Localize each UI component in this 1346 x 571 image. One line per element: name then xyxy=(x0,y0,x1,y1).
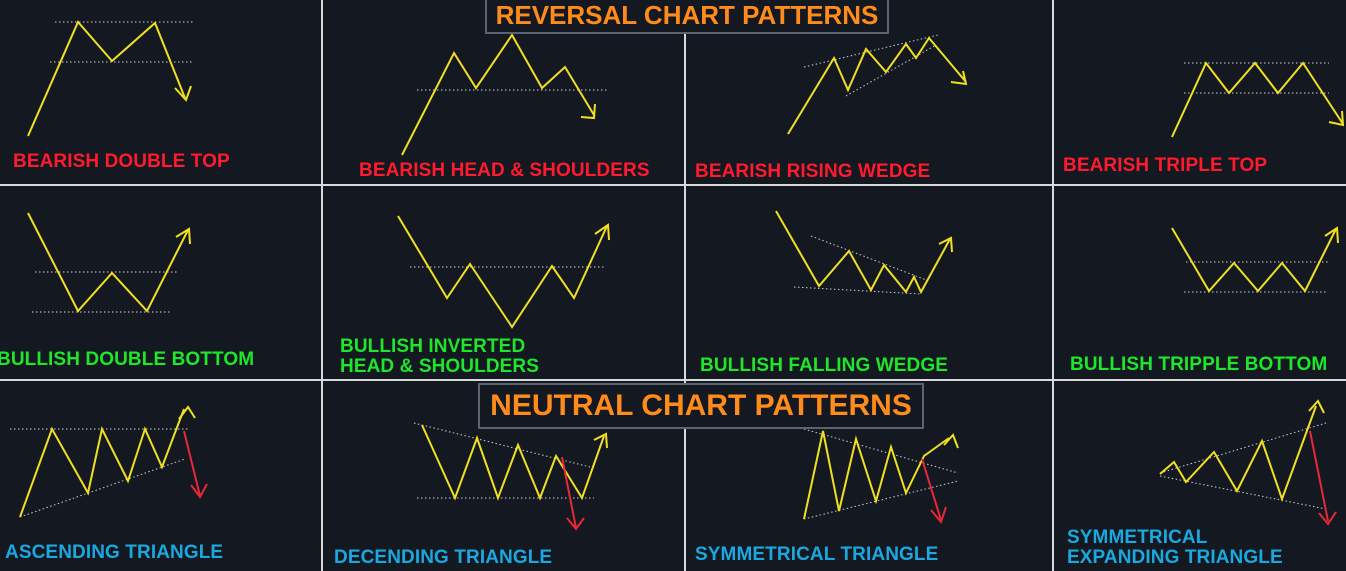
breakdown-arrow xyxy=(1318,511,1337,526)
symmetrical-expanding-triangle-sketch xyxy=(1159,399,1337,526)
pattern-label-bullish-double-bottom: BULLISH DOUBLE BOTTOM xyxy=(0,349,255,370)
pattern-label-bullish-inverted-head-shoulders: BULLISH INVERTED HEAD & SHOULDERS xyxy=(340,336,540,377)
breakdown-arrow xyxy=(566,517,585,531)
pattern-label-bearish-rising-wedge: BEARISH RISING WEDGE xyxy=(695,161,931,182)
pattern-cell-symmetrical-expanding-triangle: SYMMETRICAL EXPANDING TRIANGLE xyxy=(1054,381,1346,571)
price-path-line xyxy=(1159,405,1317,502)
dotted-guide-line xyxy=(810,235,930,282)
price-path-line xyxy=(1328,110,1345,127)
pattern-label-ascending-triangle: ASCENDING TRIANGLE xyxy=(5,542,224,563)
pattern-cell-bullish-double-bottom: BULLISH DOUBLE BOTTOM xyxy=(0,186,320,378)
dotted-guide-line xyxy=(803,428,959,474)
price-path-line xyxy=(178,405,196,420)
pattern-label-bearish-triple-top: BEARISH TRIPLE TOP xyxy=(1063,155,1268,176)
price-path-line xyxy=(950,70,968,86)
pattern-cell-bullish-falling-wedge: BULLISH FALLING WEDGE xyxy=(686,186,1052,378)
decending-triangle-sketch xyxy=(413,422,608,531)
pattern-cell-bearish-triple-top: BEARISH TRIPLE TOP xyxy=(1054,0,1346,183)
price-path-line xyxy=(27,20,186,137)
price-path-line xyxy=(19,408,185,518)
pattern-cell-bearish-double-top: BEARISH DOUBLE TOP xyxy=(0,0,320,183)
price-path-line xyxy=(775,210,951,295)
breakdown-arrow xyxy=(183,430,201,497)
pattern-label-symmetrical-expanding-triangle: SYMMETRICAL EXPANDING TRIANGLE xyxy=(1067,527,1283,568)
bearish-rising-wedge-sketch xyxy=(787,34,968,135)
grid-divider-vertical xyxy=(321,0,323,571)
neutral-patterns-banner: NEUTRAL CHART PATTERNS xyxy=(478,383,924,429)
price-path-line xyxy=(938,236,953,253)
grid-divider-horizontal xyxy=(0,184,1346,186)
pattern-label-bullish-falling-wedge: BULLISH FALLING WEDGE xyxy=(700,355,949,376)
bullish-tripple-bottom-sketch xyxy=(1171,226,1339,293)
price-path-line xyxy=(174,85,192,102)
bullish-inverted-head-shoulders-sketch xyxy=(397,215,610,329)
price-path-line xyxy=(397,215,608,329)
price-path-line xyxy=(27,212,189,313)
grid-divider-horizontal xyxy=(0,379,1346,381)
pattern-label-bearish-double-top: BEARISH DOUBLE TOP xyxy=(13,151,230,172)
breakdown-arrow xyxy=(190,483,208,499)
breakdown-arrow xyxy=(561,456,577,529)
pattern-cell-symmetrical-triangle: SYMMETRICAL TRIANGLE xyxy=(686,381,1052,571)
dotted-guide-line xyxy=(19,458,186,518)
pattern-label-bullish-tripple-bottom: BULLISH TRIPPLE BOTTOM xyxy=(1070,354,1328,375)
bullish-falling-wedge-sketch xyxy=(775,210,953,295)
price-path-line xyxy=(593,432,608,449)
dotted-guide-line xyxy=(1159,422,1327,474)
pattern-label-bearish-head-shoulders: BEARISH HEAD & SHOULDERS xyxy=(359,160,650,181)
dotted-guide-line xyxy=(803,480,959,520)
pattern-cell-ascending-triangle: ASCENDING TRIANGLE xyxy=(0,381,320,571)
grid-divider-vertical xyxy=(1052,0,1054,571)
dotted-guide-line xyxy=(793,286,922,295)
price-path-line xyxy=(1308,399,1325,414)
price-path-line xyxy=(421,424,605,501)
grid-divider-vertical xyxy=(684,0,686,571)
price-path-line xyxy=(1324,226,1339,244)
price-path-line xyxy=(1171,61,1344,138)
pattern-cell-bullish-tripple-bottom: BULLISH TRIPPLE BOTTOM xyxy=(1054,186,1346,378)
pattern-cell-bearish-head-shoulders: BEARISH HEAD & SHOULDERS xyxy=(322,0,684,183)
price-path-line xyxy=(580,103,596,120)
bearish-head-shoulders-sketch xyxy=(401,33,609,156)
pattern-cell-bullish-inverted-head-shoulders: BULLISH INVERTED HEAD & SHOULDERS xyxy=(322,186,684,378)
pattern-cell-decending-triangle: DECENDING TRIANGLE xyxy=(322,381,684,571)
breakdown-arrow xyxy=(921,458,942,521)
dotted-guide-line xyxy=(845,44,937,97)
price-path-line xyxy=(1171,227,1337,293)
pattern-label-symmetrical-triangle: SYMMETRICAL TRIANGLE xyxy=(695,544,939,565)
price-path-line xyxy=(943,433,959,449)
price-path-line xyxy=(175,227,191,245)
breakdown-arrow xyxy=(1309,430,1329,522)
pattern-label-decending-triangle: DECENDING TRIANGLE xyxy=(334,547,553,568)
breakdown-arrow xyxy=(930,506,947,525)
price-path-line xyxy=(401,33,595,156)
ascending-triangle-sketch xyxy=(10,405,208,518)
price-path-line xyxy=(594,223,610,241)
symmetrical-triangle-sketch xyxy=(803,428,959,525)
pattern-cell-bearish-rising-wedge: BEARISH RISING WEDGE xyxy=(686,0,1052,183)
bullish-double-bottom-sketch xyxy=(27,212,191,313)
price-path-line xyxy=(787,36,967,135)
reversal-patterns-banner: REVERSAL CHART PATTERNS xyxy=(485,0,889,34)
dotted-guide-line xyxy=(803,34,939,68)
bearish-double-top-sketch xyxy=(27,20,195,137)
price-path-line xyxy=(803,430,950,520)
bearish-triple-top-sketch xyxy=(1171,61,1345,138)
